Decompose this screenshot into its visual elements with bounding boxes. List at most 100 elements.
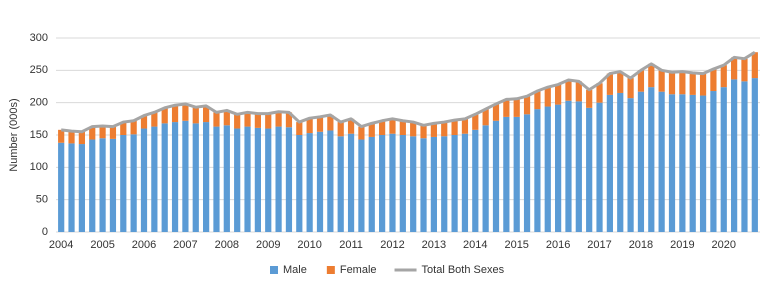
bar-segment: [648, 63, 655, 88]
bar-segment: [699, 95, 707, 232]
bar-segment: [461, 118, 469, 134]
bar-segment: [379, 120, 386, 135]
bar-segment: [192, 123, 199, 232]
bar-segment: [368, 136, 375, 232]
y-axis-label: Number (000s): [8, 98, 20, 171]
bar-segment: [472, 129, 479, 232]
bar-segment: [265, 113, 272, 129]
total-line: [60, 50, 756, 134]
bar-segment: [130, 134, 137, 232]
bar-segment: [275, 111, 282, 127]
x-tick-label: 2010: [297, 239, 321, 251]
bar-segment: [679, 94, 686, 232]
bar-segment: [285, 127, 293, 232]
bar-segment: [379, 135, 386, 232]
bar-segment: [534, 109, 541, 232]
bar-segment: [337, 136, 344, 232]
bar-segment: [89, 139, 96, 232]
x-tick-label: 2016: [546, 239, 570, 251]
legend-swatch: [326, 266, 335, 274]
bar-segment: [203, 122, 210, 232]
bar-segment: [296, 122, 303, 135]
bar-segment: [358, 139, 365, 232]
bar-segment: [430, 123, 437, 137]
x-tick-label: 2018: [629, 239, 653, 251]
bar-segment: [99, 125, 106, 139]
bar-segment: [68, 143, 75, 232]
bar-segment: [296, 135, 303, 232]
bar-segment: [441, 122, 448, 137]
bar-segment: [637, 91, 645, 232]
bar-segment: [523, 96, 531, 115]
bar-segment: [244, 112, 251, 127]
bar-segment: [327, 114, 334, 131]
x-tick-label: 2020: [712, 239, 736, 251]
bar-segment: [648, 87, 655, 232]
bar-segment: [182, 120, 189, 232]
legend-swatch: [270, 266, 278, 274]
bar-segment: [741, 58, 748, 82]
bar-segment: [161, 107, 168, 124]
y-tick-label: 250: [30, 64, 48, 76]
y-tick-label: 150: [30, 129, 48, 141]
bar-segment: [575, 81, 582, 102]
bar-segment: [689, 72, 696, 95]
bar-segment: [596, 83, 603, 103]
bar-segment: [78, 131, 85, 145]
bar-segment: [710, 69, 717, 92]
bar-segment: [586, 107, 593, 232]
bar-segment: [130, 120, 137, 135]
bar-segment: [254, 127, 261, 232]
bar-segment: [617, 71, 624, 93]
bar-segment: [420, 138, 427, 232]
bar-segment: [171, 105, 179, 123]
bar-segment: [668, 94, 676, 232]
bar-segment: [658, 70, 665, 92]
x-tick-label: 2008: [215, 239, 239, 251]
bar-segment: [234, 114, 241, 129]
bar-segment: [234, 128, 241, 232]
bar-segment: [99, 138, 106, 232]
bar-segment: [58, 142, 65, 232]
x-tick-label: 2005: [90, 239, 114, 251]
bar-segment: [389, 118, 396, 134]
bar-segment: [223, 110, 230, 126]
bar-segment: [306, 133, 313, 232]
bar-segment: [544, 106, 551, 232]
bar-segment: [668, 72, 676, 95]
y-tick-label: 0: [42, 226, 48, 238]
bar-segment: [58, 129, 65, 143]
x-tick-label: 2012: [380, 239, 404, 251]
bar-segment: [492, 120, 500, 232]
bar-segment: [389, 133, 396, 232]
bar-segment: [161, 123, 168, 232]
bar-segment: [606, 73, 613, 95]
bar-segment: [109, 126, 117, 139]
bar-segment: [534, 91, 541, 110]
bar-segment: [627, 78, 634, 99]
legend-label: Male: [283, 264, 307, 276]
bar-segment: [679, 71, 686, 95]
x-tick-label: 2017: [587, 239, 611, 251]
bar-segment: [368, 123, 375, 137]
bar-segment: [482, 109, 489, 126]
bar-segment: [316, 131, 324, 232]
bar-segment: [410, 122, 417, 137]
x-tick-label: 2019: [670, 239, 694, 251]
bar-segment: [513, 98, 520, 117]
bar-segment: [472, 114, 479, 130]
y-tick-label: 100: [30, 161, 48, 173]
bar-segment: [731, 79, 738, 233]
bar-segment: [637, 70, 645, 92]
bar-segment: [461, 133, 469, 232]
x-tick-label: 2004: [49, 239, 73, 251]
bar-segment: [513, 116, 520, 232]
bar-segment: [565, 100, 572, 232]
bar-segment: [78, 144, 85, 232]
bar-segment: [689, 94, 696, 232]
bar-segment: [140, 128, 148, 232]
bar-segment: [151, 112, 158, 127]
bar-segment: [482, 125, 489, 232]
bar-segment: [337, 122, 344, 137]
bar-segment: [720, 87, 727, 232]
